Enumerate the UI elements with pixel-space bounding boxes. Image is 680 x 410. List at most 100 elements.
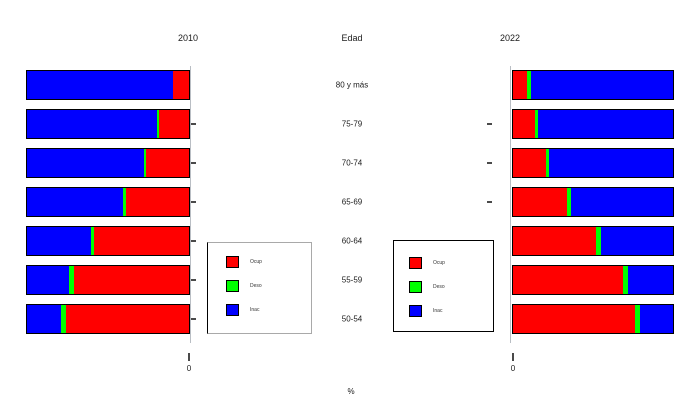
center-axis-title: Edad xyxy=(341,33,363,43)
bar-segment-ocup xyxy=(172,71,189,99)
legend-swatch-deso xyxy=(409,281,422,293)
bar-row-2022-50-54 xyxy=(512,304,674,334)
bar-segment-inac xyxy=(640,305,673,333)
legend-swatch-inac xyxy=(409,305,422,317)
bar-segment-deso xyxy=(156,110,160,138)
y-tick xyxy=(191,123,196,125)
bar-segment-ocup xyxy=(125,188,189,216)
bar-segment-inac xyxy=(27,188,123,216)
left-panel-axis-line xyxy=(190,66,191,343)
bar-segment-deso xyxy=(535,110,538,138)
y-tick xyxy=(191,279,196,281)
bar-segment-deso xyxy=(634,305,641,333)
bar-segment-deso xyxy=(545,149,549,177)
bar-segment-deso xyxy=(144,149,147,177)
y-tick xyxy=(487,201,492,203)
right-panel-title: 2022 xyxy=(499,33,521,43)
bar-segment-ocup xyxy=(513,305,635,333)
legend-swatch-ocup xyxy=(409,257,422,269)
legend-swatch-ocup xyxy=(226,256,239,268)
bar-row-2022-80-y-más xyxy=(512,70,674,100)
bar-segment-inac xyxy=(27,71,173,99)
y-tick xyxy=(191,318,196,320)
legend-label: Ocup xyxy=(250,259,262,265)
left-zero-label: 0 xyxy=(186,364,192,373)
bar-segment-inac xyxy=(27,227,91,255)
bar-segment-ocup xyxy=(513,110,536,138)
bar-row-2022-75-79 xyxy=(512,109,674,139)
age-label-80-y-más: 80 y más xyxy=(335,80,369,90)
bar-segment-ocup xyxy=(94,227,189,255)
chart-panel-2022 xyxy=(512,70,674,344)
bar-segment-deso xyxy=(566,188,571,216)
legend-item-inac: Inac xyxy=(226,304,259,316)
bar-segment-ocup xyxy=(65,305,189,333)
bar-segment-deso xyxy=(596,227,601,255)
bar-row-2022-70-74 xyxy=(512,148,674,178)
age-label-50-54: 50-54 xyxy=(341,314,363,324)
age-label-65-69: 65-69 xyxy=(341,197,363,207)
legend-label: Ocup xyxy=(433,260,445,266)
legend-label: Deso xyxy=(433,284,445,290)
bar-segment-ocup xyxy=(513,71,528,99)
legend-item-deso: Deso xyxy=(226,280,262,292)
y-tick xyxy=(487,162,492,164)
bar-row-2010-65-69 xyxy=(26,187,190,217)
legend-box-left: Ocup Deso Inac xyxy=(207,242,312,334)
legend-swatch-inac xyxy=(226,304,239,316)
bar-segment-ocup xyxy=(513,266,624,294)
right-zero-tick xyxy=(512,353,514,361)
left-panel-title: 2010 xyxy=(177,33,199,43)
bar-segment-deso xyxy=(623,266,629,294)
legend-swatch-deso xyxy=(226,280,239,292)
bar-segment-inac xyxy=(600,227,673,255)
right-panel-axis-line xyxy=(510,66,511,343)
bar-segment-ocup xyxy=(513,227,597,255)
bar-row-2010-80-y-más xyxy=(26,70,190,100)
bar-segment-inac xyxy=(27,305,62,333)
bar-segment-inac xyxy=(27,149,145,177)
bar-segment-inac xyxy=(530,71,673,99)
legend-label: Inac xyxy=(433,308,443,314)
left-zero-tick xyxy=(188,353,190,361)
bar-segment-inac xyxy=(27,110,157,138)
bar-row-2022-60-64 xyxy=(512,226,674,256)
bar-segment-inac xyxy=(570,188,673,216)
bar-row-2022-55-59 xyxy=(512,265,674,295)
bar-segment-inac xyxy=(628,266,673,294)
y-tick xyxy=(487,123,492,125)
bar-segment-deso xyxy=(122,188,126,216)
age-label-70-74: 70-74 xyxy=(341,158,363,168)
bar-segment-deso xyxy=(527,71,531,99)
y-tick xyxy=(191,240,196,242)
chart-panel-2010 xyxy=(26,70,190,344)
legend-item-inac: Inac xyxy=(409,305,442,317)
bar-segment-ocup xyxy=(146,149,189,177)
bar-row-2010-75-79 xyxy=(26,109,190,139)
legend-label: Inac xyxy=(250,307,260,313)
age-label-60-64: 60-64 xyxy=(341,236,363,246)
bar-segment-inac xyxy=(27,266,70,294)
y-tick xyxy=(191,162,196,164)
bar-segment-ocup xyxy=(73,266,189,294)
bar-row-2010-50-54 xyxy=(26,304,190,334)
bar-segment-deso xyxy=(69,266,74,294)
bar-segment-inac xyxy=(548,149,673,177)
bar-segment-inac xyxy=(537,110,673,138)
age-label-75-79: 75-79 xyxy=(341,119,363,129)
bar-segment-deso xyxy=(61,305,66,333)
right-zero-label: 0 xyxy=(510,364,516,373)
bar-segment-ocup xyxy=(513,188,567,216)
age-label-55-59: 55-59 xyxy=(341,275,363,285)
bar-row-2010-70-74 xyxy=(26,148,190,178)
legend-item-ocup: Ocup xyxy=(409,257,445,269)
legend-item-ocup: Ocup xyxy=(226,256,262,268)
legend-box-right: Ocup Deso Inac xyxy=(393,240,494,332)
legend-label: Deso xyxy=(250,283,262,289)
bar-row-2010-60-64 xyxy=(26,226,190,256)
x-axis-unit-label: % xyxy=(347,387,355,396)
bar-row-2010-55-59 xyxy=(26,265,190,295)
bar-row-2022-65-69 xyxy=(512,187,674,217)
bar-segment-ocup xyxy=(159,110,189,138)
